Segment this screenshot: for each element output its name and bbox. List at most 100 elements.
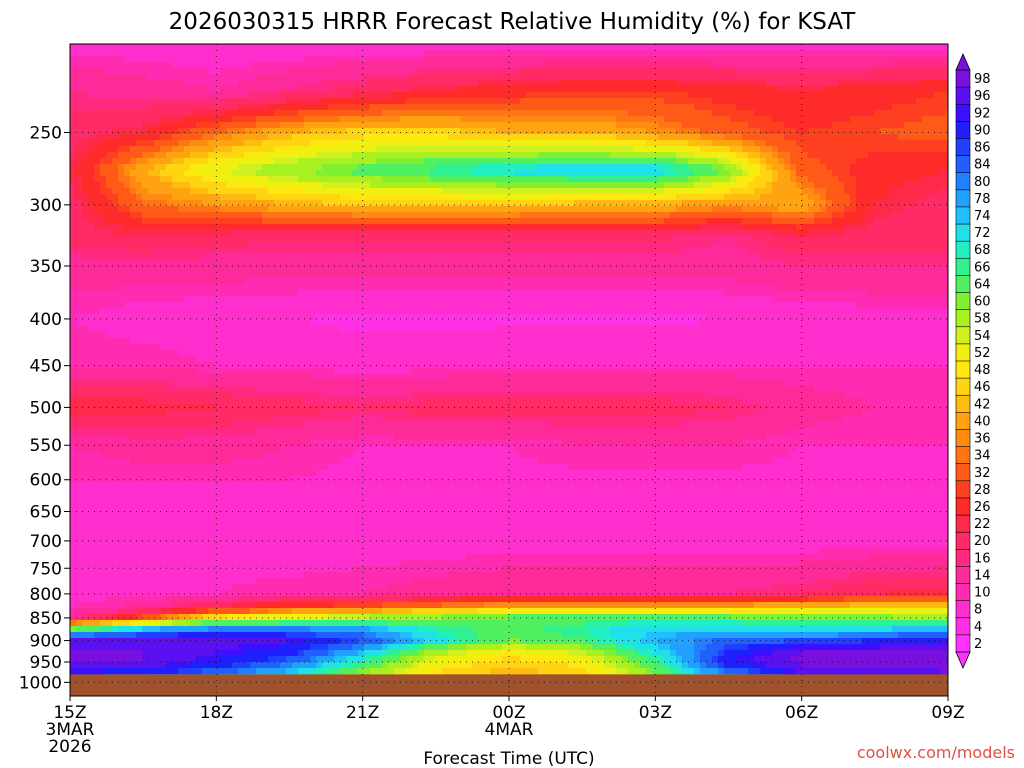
heatmap-cell [724, 242, 731, 249]
heatmap-cell [670, 236, 677, 243]
heatmap-cell [148, 116, 155, 123]
heatmap-cell [376, 230, 383, 237]
heatmap-cell [118, 188, 125, 195]
heatmap-cell [694, 188, 701, 195]
heatmap-cell [856, 158, 863, 165]
heatmap-cell [766, 170, 773, 177]
heatmap-cell [532, 188, 539, 195]
heatmap-cell [604, 176, 611, 183]
heatmap-cell [184, 200, 191, 207]
heatmap-cell [922, 236, 929, 243]
heatmap-cell [946, 44, 948, 51]
heatmap-cell [310, 98, 317, 105]
heatmap-cell [418, 134, 425, 141]
heatmap-cell [124, 92, 131, 99]
heatmap-cell [832, 80, 839, 87]
heatmap-cell [184, 68, 191, 75]
heatmap-cell [748, 122, 755, 129]
heatmap-cell [364, 224, 371, 231]
heatmap-cell [292, 98, 299, 105]
heatmap-cell [184, 158, 191, 165]
heatmap-cell [310, 218, 317, 225]
heatmap-cell [916, 92, 923, 99]
heatmap-cell [346, 56, 353, 63]
heatmap-cell [550, 68, 557, 75]
heatmap-cell [706, 98, 713, 105]
heatmap-cell [856, 242, 863, 249]
heatmap-cell [946, 218, 948, 225]
heatmap-cell [610, 200, 617, 207]
heatmap-cell [328, 56, 335, 63]
heatmap-cell [496, 128, 503, 135]
heatmap-cell [778, 110, 785, 117]
heatmap-cell [310, 212, 317, 219]
heatmap-cell [514, 152, 521, 159]
heatmap-cell [502, 212, 509, 219]
heatmap-cell [682, 80, 689, 87]
heatmap-cell [310, 62, 317, 69]
heatmap-cell [352, 116, 359, 123]
heatmap-cell [916, 212, 923, 219]
heatmap-cell [946, 128, 948, 135]
heatmap-cell [142, 116, 149, 123]
heatmap-cell [496, 152, 503, 159]
heatmap-cell [124, 170, 131, 177]
heatmap-cell [412, 44, 419, 51]
heatmap-cell [304, 104, 311, 111]
heatmap-cell [106, 140, 113, 147]
heatmap-cell [418, 206, 425, 213]
heatmap-cell [940, 128, 947, 135]
heatmap-cell [220, 122, 227, 129]
heatmap-cell [520, 182, 527, 189]
heatmap-cell [244, 224, 251, 231]
heatmap-cell [598, 116, 605, 123]
heatmap-cell [520, 80, 527, 87]
heatmap-cell [826, 194, 833, 201]
heatmap-cell [160, 182, 167, 189]
heatmap-cell [154, 92, 161, 99]
heatmap-cell [106, 116, 113, 123]
heatmap-cell [598, 224, 605, 231]
heatmap-cell [928, 170, 935, 177]
heatmap-cell [376, 80, 383, 87]
heatmap-cell [196, 146, 203, 153]
heatmap-cell [220, 44, 227, 51]
heatmap-cell [592, 242, 599, 249]
heatmap-cell [634, 212, 641, 219]
heatmap-cell [730, 62, 737, 69]
heatmap-cell [172, 152, 179, 159]
heatmap-cell [88, 44, 95, 51]
heatmap-cell [70, 92, 77, 99]
heatmap-cell [280, 74, 287, 81]
heatmap-cell [658, 140, 665, 147]
heatmap-cell [226, 80, 233, 87]
heatmap-cell [424, 56, 431, 63]
heatmap-cell [382, 218, 389, 225]
heatmap-cell [508, 44, 515, 51]
heatmap-cell [910, 56, 917, 63]
heatmap-cell [904, 140, 911, 147]
heatmap-cell [496, 170, 503, 177]
heatmap-cell [514, 212, 521, 219]
heatmap-cell [748, 158, 755, 165]
heatmap-cell [820, 128, 827, 135]
heatmap-cell [370, 92, 377, 99]
heatmap-cell [286, 110, 293, 117]
heatmap-cell [664, 74, 671, 81]
heatmap-cell [868, 206, 875, 213]
heatmap-cell [550, 104, 557, 111]
heatmap-cell [178, 86, 185, 93]
heatmap-cell [262, 50, 269, 57]
heatmap-cell [472, 86, 479, 93]
heatmap-cell [862, 122, 869, 129]
heatmap-cell [220, 74, 227, 81]
heatmap-cell [670, 104, 677, 111]
heatmap-cell [508, 62, 515, 69]
heatmap-cell [394, 212, 401, 219]
heatmap-cell [934, 56, 941, 63]
heatmap-cell [514, 182, 521, 189]
heatmap-cell [496, 44, 503, 51]
heatmap-cell [892, 122, 899, 129]
heatmap-cell [808, 212, 815, 219]
heatmap-cell [466, 86, 473, 93]
